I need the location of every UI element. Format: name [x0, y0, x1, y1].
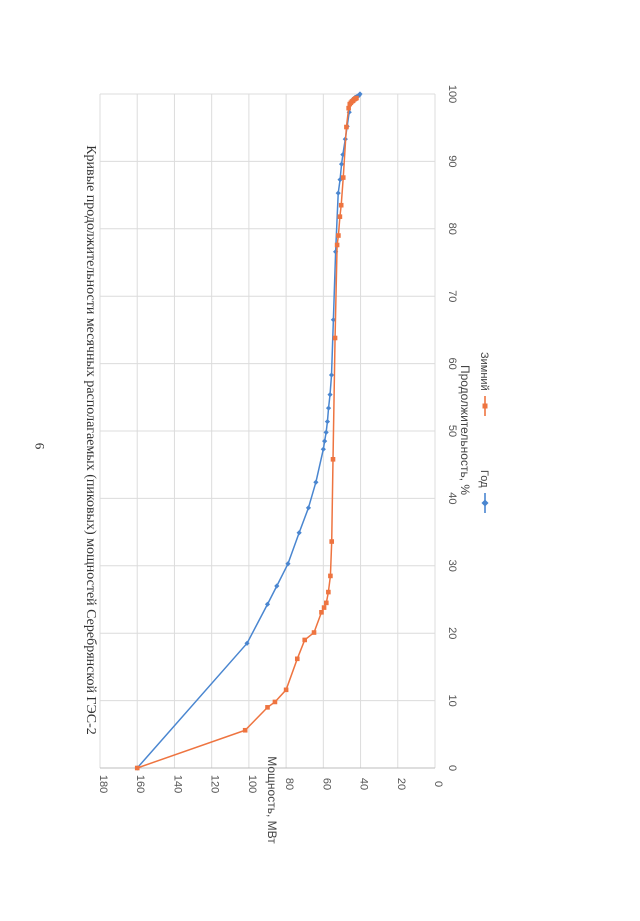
y-tick-label: 40	[358, 778, 370, 790]
data-point-winter	[265, 705, 270, 710]
data-point-winter	[311, 630, 317, 635]
y-tick-label: 120	[209, 775, 221, 793]
data-point-winter	[332, 335, 338, 341]
x-tick-label: 0	[446, 765, 458, 771]
data-point-year	[305, 505, 312, 511]
legend-year-marker	[481, 499, 489, 507]
data-point-winter	[329, 539, 335, 544]
legend-winter-label: Зимний	[478, 352, 490, 391]
data-point-winter	[134, 765, 140, 771]
data-point-winter	[294, 656, 300, 662]
data-point-winter	[340, 175, 346, 180]
data-point-year	[313, 479, 319, 485]
data-point-year	[323, 429, 329, 435]
data-point-year	[285, 561, 291, 567]
data-point-winter	[328, 573, 333, 579]
data-point-winter	[242, 727, 248, 733]
data-point-year	[244, 640, 250, 646]
x-tick-label: 100	[446, 85, 458, 103]
series-layer	[134, 91, 363, 771]
data-point-year	[335, 190, 341, 196]
data-point-winter	[337, 214, 343, 219]
x-tick-label: 80	[446, 223, 458, 235]
y-tick-label: 100	[246, 775, 258, 793]
data-point-year	[338, 161, 345, 167]
x-tick-label: 10	[446, 694, 458, 706]
y-tick-label: 80	[283, 778, 295, 790]
data-point-year	[330, 317, 336, 323]
tick-labels: 0 10 20 30 40 50 60 70 80 90 100 0 20 40 60 80 100 120 140…	[97, 85, 458, 793]
data-point-year	[357, 91, 363, 97]
data-point-year	[328, 372, 335, 378]
y-tick-label: 160	[134, 775, 146, 793]
data-point-winter	[321, 605, 327, 610]
y-tick-label: 60	[320, 778, 332, 790]
series-winter	[134, 95, 359, 771]
data-point-year	[296, 530, 302, 536]
data-point-year	[327, 392, 333, 398]
y-tick-label: 180	[97, 775, 109, 793]
gridlines	[99, 93, 436, 769]
x-tick-label: 50	[446, 425, 458, 437]
x-tick-label: 60	[446, 357, 458, 369]
x-tick-label: 90	[446, 155, 458, 167]
x-tick-label: 30	[446, 560, 458, 572]
data-point-year	[324, 418, 331, 425]
y-tick-label: 20	[395, 778, 407, 790]
data-point-year	[346, 109, 352, 115]
chart-title: Кривые продолжительности месячных распол…	[83, 145, 98, 735]
y-axis-title: Мощность, МВт	[265, 756, 279, 844]
data-point-year	[325, 405, 332, 411]
data-point-winter	[319, 610, 324, 615]
legend-entry-year: Год	[478, 470, 490, 513]
x-tick-label: 70	[446, 290, 458, 302]
data-point-winter	[302, 637, 308, 643]
data-point-winter	[336, 233, 341, 238]
data-point-winter	[338, 202, 344, 208]
data-point-winter	[344, 124, 349, 130]
data-point-winter	[354, 95, 359, 101]
y-tick-label: 140	[171, 775, 183, 793]
x-tick-label: 40	[446, 492, 458, 504]
legend: Год Зимний	[478, 352, 490, 513]
data-point-year	[320, 446, 326, 452]
data-point-year	[274, 583, 280, 589]
data-point-winter	[324, 600, 329, 606]
data-point-winter	[330, 457, 336, 462]
data-point-winter	[346, 105, 351, 111]
data-point-year	[333, 249, 339, 255]
data-point-year	[322, 438, 328, 444]
legend-entry-winter: Зимний	[478, 352, 490, 416]
data-point-winter	[326, 589, 331, 595]
data-point-year	[264, 601, 271, 607]
data-point-winter	[283, 687, 289, 693]
data-point-winter	[272, 699, 278, 705]
y-tick-label: 0	[432, 781, 444, 787]
x-axis-title: Продолжительность, %	[458, 365, 472, 495]
x-tick-label: 20	[446, 627, 458, 639]
data-point-winter	[334, 242, 340, 248]
legend-year-label: Год	[478, 470, 490, 488]
legend-winter-marker	[482, 403, 488, 409]
